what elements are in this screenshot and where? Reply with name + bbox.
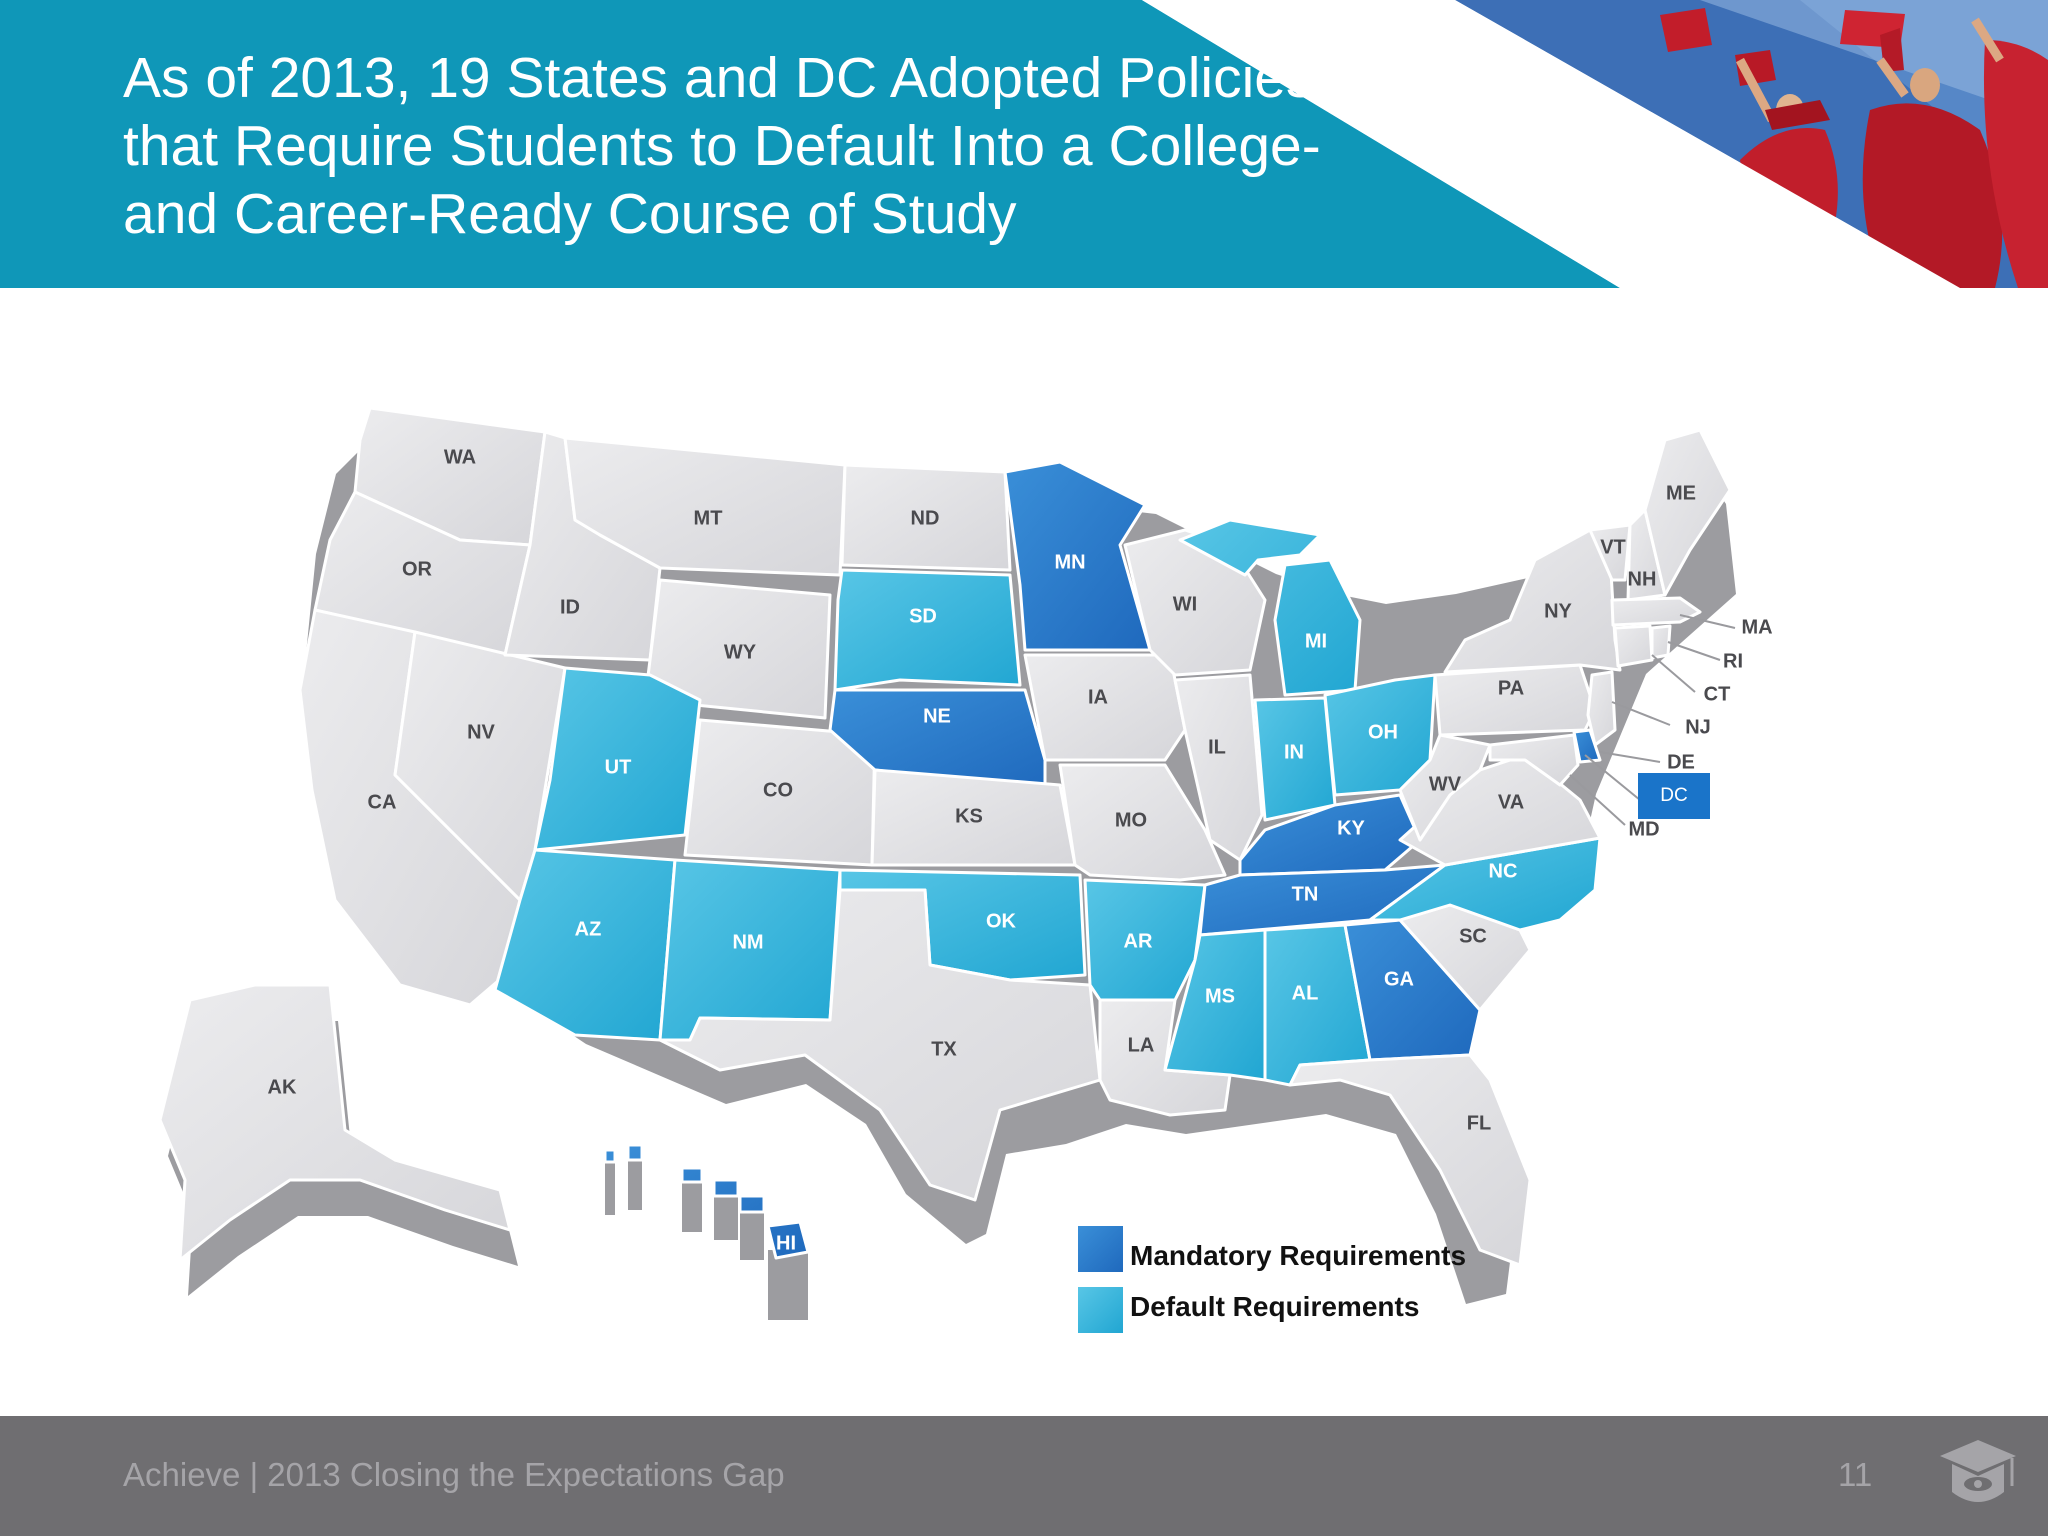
state-label-or: OR <box>402 558 433 580</box>
state-label-ia: IA <box>1088 686 1108 708</box>
state-label-ar: AR <box>1124 930 1153 952</box>
state-md <box>1488 733 1580 787</box>
state-label-va: VA <box>1498 791 1524 813</box>
state-label-nj: NJ <box>1685 716 1711 738</box>
state-label-mn: MN <box>1054 551 1085 573</box>
state-wy <box>643 578 832 720</box>
state-label-vt: VT <box>1600 536 1626 558</box>
state-label-id: ID <box>560 596 580 618</box>
state-label-mi: MI <box>1305 630 1327 652</box>
state-label-mt: MT <box>694 507 723 529</box>
state-ut <box>533 666 702 852</box>
state-label-md: MD <box>1628 818 1659 840</box>
state-label-nm: NM <box>732 931 763 953</box>
state-ct <box>1613 624 1654 668</box>
legend-swatch-default <box>1078 1287 1123 1333</box>
state-label-mo: MO <box>1115 809 1147 831</box>
banner-cut <box>1142 0 1960 288</box>
state-label-ga: GA <box>1384 968 1414 990</box>
state-la <box>1098 998 1232 1117</box>
dc-box: DC <box>1638 773 1710 819</box>
state-ak <box>158 983 512 1262</box>
state-fl <box>1288 1053 1532 1267</box>
hi-shadow-2 <box>628 1150 642 1210</box>
state-label-wi: WI <box>1173 593 1197 615</box>
state-label-in: IN <box>1284 741 1304 763</box>
legend-label-mandatory: Mandatory Requirements <box>1130 1240 1467 1271</box>
state-mn <box>1003 460 1152 652</box>
state-label-nh: NH <box>1628 568 1657 590</box>
state-ri <box>1650 624 1672 660</box>
state-label-me: ME <box>1666 482 1696 504</box>
state-label-wy: WY <box>724 641 757 663</box>
legend-swatch-mandatory <box>1078 1226 1123 1272</box>
state-label-ms: MS <box>1205 985 1235 1007</box>
legend-label-default: Default Requirements <box>1130 1291 1420 1322</box>
hi-shadow-1 <box>605 1155 615 1215</box>
hi-shadow-3 <box>682 1172 702 1232</box>
state-label-tn: TN <box>1292 883 1319 905</box>
state-label-co: CO <box>763 779 793 801</box>
state-label-nd: ND <box>911 507 940 529</box>
state-label-ut: UT <box>605 756 632 778</box>
state-label-il: IL <box>1208 736 1226 758</box>
state-label-sd: SD <box>909 605 937 627</box>
state-nj <box>1586 670 1617 747</box>
state-label-pa: PA <box>1498 677 1524 699</box>
state-label-al: AL <box>1292 982 1319 1004</box>
state-label-az: AZ <box>575 918 602 940</box>
header-banner <box>0 0 2048 288</box>
state-label-sc: SC <box>1459 925 1487 947</box>
state-label-de: DE <box>1667 751 1695 773</box>
dc-label: DC <box>1660 785 1688 806</box>
state-label-ak: AK <box>268 1076 297 1098</box>
banner-band <box>0 0 1620 288</box>
state-de <box>1572 728 1602 764</box>
state-label-la: LA <box>1128 1034 1155 1056</box>
state-label-ky: KY <box>1337 817 1365 839</box>
state-mo <box>1058 763 1227 882</box>
state-label-ca: CA <box>368 791 397 813</box>
page-number: 11 <box>1838 1456 1873 1493</box>
state-label-tx: TX <box>931 1038 957 1060</box>
state-label-ks: KS <box>955 805 983 827</box>
state-label-ct: CT <box>1704 683 1731 705</box>
us-map: WA OR CA NV ID MT WY UT AZ CO NM ND SD NE KS OK TX MN IA MO… <box>158 406 1773 1320</box>
state-ny <box>1443 528 1622 674</box>
state-label-ma: MA <box>1741 616 1772 638</box>
state-label-wa: WA <box>444 446 476 468</box>
state-tx <box>658 888 1102 1202</box>
hi-shadow-6 <box>768 1250 808 1320</box>
state-label-ne: NE <box>923 705 951 727</box>
slide-title: As of 2013, 19 States and DC Adopted Pol… <box>123 46 1321 246</box>
footer-text: Achieve | 2013 Closing the Expectations … <box>123 1456 785 1493</box>
footer-bar <box>0 1416 2048 1536</box>
state-label-ri: RI <box>1723 650 1743 672</box>
state-vt <box>1588 523 1632 582</box>
state-label-ok: OK <box>986 910 1017 932</box>
state-pa <box>1433 663 1597 737</box>
leader-lines <box>1569 614 1736 826</box>
state-label-wv: WV <box>1429 773 1462 795</box>
state-label-hi: HI <box>776 1232 796 1254</box>
state-sd <box>833 568 1022 692</box>
state-nd <box>840 463 1012 572</box>
graduation-cap-icon <box>1940 1440 2016 1502</box>
state-label-oh: OH <box>1368 721 1398 743</box>
state-me <box>1643 428 1732 597</box>
state-wv <box>1398 733 1492 842</box>
state-label-ny: NY <box>1544 600 1572 622</box>
state-label-nc: NC <box>1489 860 1518 882</box>
state-label-nv: NV <box>467 721 495 743</box>
state-hi <box>603 1143 810 1260</box>
state-label-fl: FL <box>1467 1112 1491 1134</box>
